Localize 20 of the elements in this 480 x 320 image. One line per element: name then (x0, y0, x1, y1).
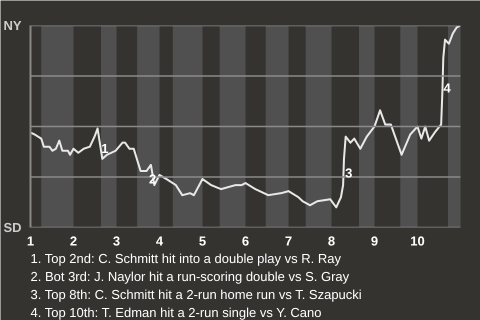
x-tick-label: 3 (112, 234, 120, 248)
x-tick-label: 2 (70, 234, 78, 248)
x-tick-label: 4 (156, 234, 164, 248)
text: 1. Top 2nd: C. Schmitt hit into a double play vs R. Ray (30, 251, 342, 266)
x-tick-label: 9 (370, 234, 378, 248)
x-tick-label: 10 (410, 234, 425, 248)
x-tick-label: 5 (198, 234, 206, 248)
ref-line-label: NY (3, 18, 22, 33)
ref-line-label: SD (3, 220, 22, 235)
annotation: 4 (444, 80, 452, 96)
x-tick-label: 1 (26, 234, 34, 248)
text: 2. Bot 3rd: J. Naylor hit a run-scoring double vs S. Gray (30, 269, 350, 284)
annotation: 3 (345, 165, 352, 180)
x-tick-label: 8 (328, 234, 336, 248)
x-tick-label: 7 (284, 234, 292, 248)
annotation: 1 (101, 141, 109, 156)
text: 4. Top 10th: T. Edman hit a 2-run single vs Y. Cano (30, 305, 322, 320)
text: 3. Top 8th: C. Schmitt hit a 2-run home run vs T. Szapucki (30, 287, 362, 302)
x-tick-label: 6 (242, 234, 250, 248)
annotation: 2 (149, 172, 156, 187)
